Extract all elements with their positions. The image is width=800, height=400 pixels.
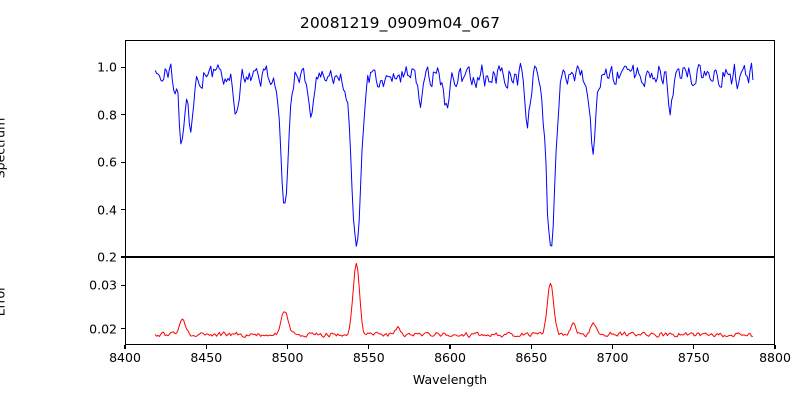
y-tick-label-spectrum-0: 0.2 — [97, 249, 117, 265]
y-tick-error-1 — [121, 284, 125, 286]
spectrum-plot-panel — [125, 40, 775, 257]
x-tick-4 — [449, 345, 451, 349]
y-tick-spectrum-1 — [121, 209, 125, 211]
y-tick-error-0 — [121, 328, 125, 330]
x-tick-5 — [530, 345, 532, 349]
y-axis-label-spectrum: Spectrum — [0, 117, 8, 179]
y-tick-label-spectrum-1: 0.4 — [97, 202, 117, 218]
y-tick-label-spectrum-2: 0.6 — [97, 154, 117, 170]
x-tick-2 — [286, 345, 289, 349]
figure-title: 20081219_0909m04_067 — [299, 14, 501, 32]
x-tick-label-7: 8750 — [677, 350, 710, 365]
x-tick-label-3: 8550 — [352, 350, 385, 365]
x-tick-8 — [774, 345, 776, 349]
x-tick-label-8: 8800 — [759, 350, 791, 365]
x-tick-label-1: 8450 — [190, 350, 223, 365]
error-series-svg — [126, 258, 774, 344]
x-tick-0 — [124, 345, 126, 349]
x-tick-7 — [693, 345, 695, 349]
x-tick-6 — [611, 345, 614, 349]
x-tick-label-5: 8650 — [515, 350, 548, 365]
y-tick-spectrum-4 — [121, 66, 125, 68]
x-tick-1 — [205, 345, 207, 349]
x-tick-3 — [368, 345, 370, 349]
x-tick-label-2: 8500 — [271, 350, 304, 365]
x-tick-label-6: 8700 — [596, 350, 629, 365]
spectrum-series-svg — [126, 41, 774, 256]
error-plot-panel — [125, 257, 775, 345]
y-tick-spectrum-3 — [121, 114, 125, 116]
y-tick-label-error-0: 0.02 — [89, 321, 117, 337]
x-tick-label-0: 8400 — [109, 350, 141, 365]
spectrum-data-line — [155, 63, 753, 246]
y-tick-label-spectrum-3: 0.8 — [97, 107, 117, 123]
error-data-line — [155, 263, 753, 337]
y-tick-label-error-1: 0.03 — [89, 277, 117, 293]
x-axis-label: Wavelength — [412, 372, 488, 387]
y-tick-spectrum-2 — [121, 161, 125, 163]
x-tick-label-4: 8600 — [434, 350, 466, 365]
y-tick-spectrum-0 — [121, 256, 125, 258]
y-tick-label-spectrum-4: 1.0 — [97, 59, 117, 75]
